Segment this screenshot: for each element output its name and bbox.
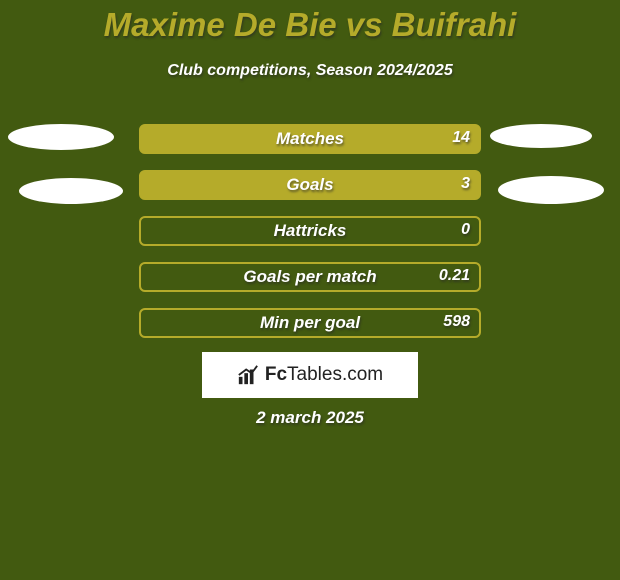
stat-row: Goals per match0.21	[0, 262, 620, 292]
stat-value: 14	[452, 129, 470, 147]
title-text: Maxime De Bie vs Buifrahi	[104, 6, 517, 43]
stat-value: 3	[461, 175, 470, 193]
date-text: 2 march 2025	[256, 408, 364, 427]
stat-row: Goals3	[0, 170, 620, 200]
info-date: 2 march 2025	[0, 408, 620, 428]
canvas: Maxime De Bie vs Buifrahi Club competiti…	[0, 0, 620, 580]
stat-label: Hattricks	[0, 221, 620, 241]
stat-row: Min per goal598	[0, 308, 620, 338]
stat-label: Goals per match	[0, 267, 620, 287]
stat-rows: Matches14 Goals3 Hattricks0 Goals per match…	[0, 124, 620, 354]
subtitle-text: Club competitions, Season 2024/2025	[167, 62, 452, 79]
stat-label: Goals	[0, 175, 620, 195]
logo-prefix: Fc	[265, 364, 287, 385]
stat-row: Hattricks0	[0, 216, 620, 246]
logo-suffix: Tables.com	[287, 364, 383, 385]
page-title: Maxime De Bie vs Buifrahi	[0, 6, 620, 44]
logo-bar: FcTables.com	[202, 352, 418, 398]
logo-text: FcTables.com	[265, 364, 383, 386]
stat-value: 0	[461, 221, 470, 239]
stat-value: 0.21	[439, 267, 470, 285]
stat-label: Min per goal	[0, 313, 620, 333]
stat-value: 598	[443, 313, 470, 331]
stat-label: Matches	[0, 129, 620, 149]
page-subtitle: Club competitions, Season 2024/2025	[0, 62, 620, 80]
stat-row: Matches14	[0, 124, 620, 154]
bars-icon	[237, 364, 259, 386]
